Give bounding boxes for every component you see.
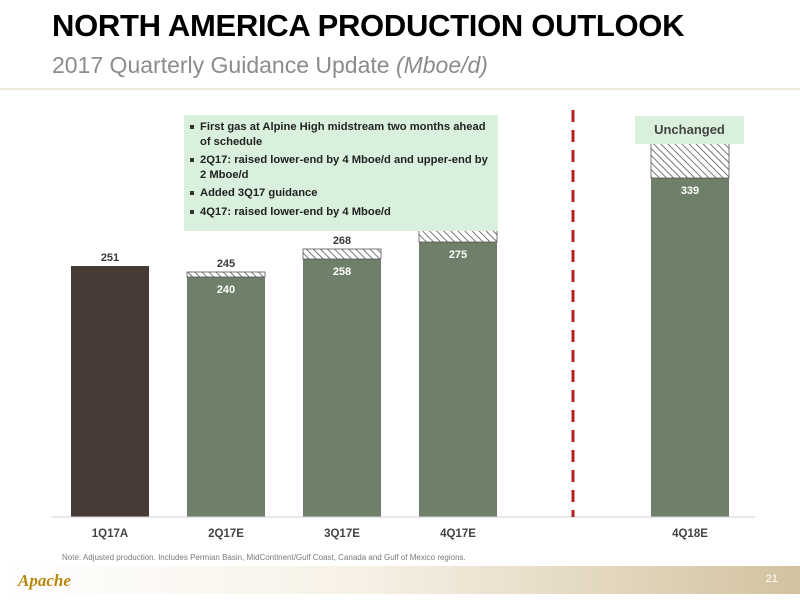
category-label-1Q17A: 1Q17A [92, 528, 128, 540]
bar-3Q17E [303, 259, 381, 517]
subtitle-unit: (Mboe/d) [395, 52, 488, 78]
page-number: 21 [765, 573, 778, 585]
high-label-1Q17A: 251 [101, 252, 119, 264]
slide-subtitle: 2017 Quarterly Guidance Update (Mboe/d) [52, 52, 488, 79]
high-label-2Q17E: 245 [217, 258, 235, 270]
footer-band [0, 566, 800, 594]
bar-1Q17A [71, 266, 149, 517]
subtitle-text: 2017 Quarterly Guidance Update [52, 52, 390, 78]
guidance-range-3Q17E [302, 248, 382, 260]
callout-item: 2Q17: raised lower-end by 4 Mboe/d and u… [190, 153, 492, 182]
unchanged-badge: Unchanged [635, 116, 744, 144]
category-label-3Q17E: 3Q17E [324, 528, 360, 540]
low-label-4Q18E: 339 [681, 185, 699, 197]
guidance-range-4Q18E [650, 137, 730, 179]
high-label-3Q17E: 268 [333, 235, 351, 247]
callout-item: 4Q17: raised lower-end by 4 Mboe/d [190, 205, 492, 220]
slide-title: NORTH AMERICA PRODUCTION OUTLOOK [52, 8, 685, 43]
guidance-callout: First gas at Alpine High midstream two m… [184, 115, 498, 231]
low-label-4Q17E: 275 [449, 249, 467, 261]
category-label-4Q17E: 4Q17E [440, 528, 476, 540]
low-label-3Q17E: 258 [333, 266, 351, 278]
apache-logo: Apache [18, 571, 71, 590]
category-label-2Q17E: 2Q17E [208, 528, 244, 540]
callout-item: First gas at Alpine High midstream two m… [190, 120, 492, 149]
guidance-range-2Q17E [186, 271, 266, 278]
title-divider [0, 88, 800, 90]
callout-item: Added 3Q17 guidance [190, 186, 492, 201]
footnote: Note: Adjusted production. Includes Perm… [62, 553, 466, 562]
low-label-2Q17E: 240 [217, 284, 235, 296]
bar-4Q18E [651, 178, 729, 517]
bar-2Q17E [187, 277, 265, 517]
bar-4Q17E [419, 242, 497, 517]
category-label-4Q18E: 4Q18E [672, 528, 708, 540]
bar-layer [71, 137, 730, 517]
